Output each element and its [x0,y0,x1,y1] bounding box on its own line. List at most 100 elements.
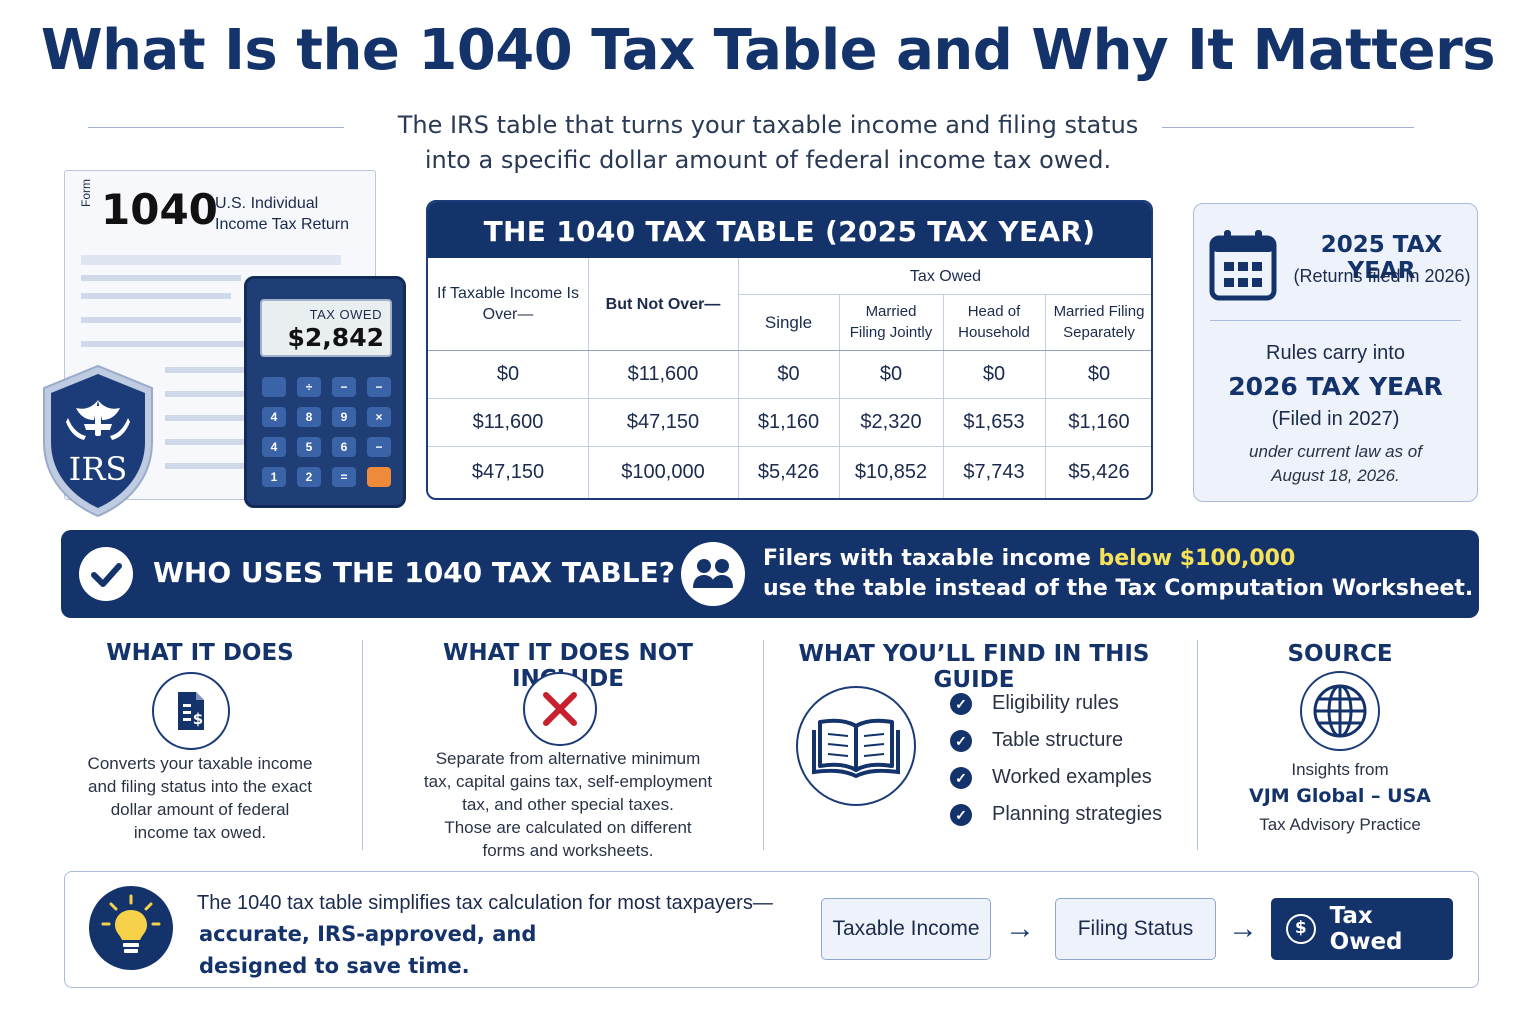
table-cell: $100,000 [621,460,705,483]
table-cell: $0 [496,362,520,385]
col-header-mfj: Married Filing Jointly [849,303,933,341]
form-line [81,293,231,299]
flow-step-filing-status: Filing Status [1055,898,1216,960]
irs-shield-icon: IRS [43,364,153,518]
calc-key: 2 [297,467,321,487]
svg-text:$: $ [193,710,203,728]
flow-step-label: Tax Owed [1329,903,1403,955]
form-line [165,391,245,397]
arrow-right-icon: → [1005,912,1035,945]
grid-line [943,294,944,498]
check-icon: ✓ [950,729,972,752]
table-cell: $0 [1087,362,1111,385]
col-header-single: Single [764,312,813,332]
table-cell: $2,320 [860,410,922,433]
calc-key: − [332,377,356,397]
summary-card: The 1040 tax table simplifies tax calcul… [64,871,1479,988]
table-cell: $10,852 [854,460,928,483]
calculator-value: $2,842 [287,323,384,352]
subtitle-line-1: The IRS table that turns your taxable in… [397,111,1139,139]
col-group-tax-owed: Tax Owed [909,267,982,285]
table-cell: $1,653 [963,410,1025,433]
subtitle-rule-right [1162,127,1414,128]
grid-line [839,294,840,498]
year-subtitle: (Returns filed in 2026) [1293,266,1471,286]
text-line: Converts your taxable income [87,754,313,773]
who-text-part: Filers with taxable income [763,546,1099,571]
globe-icon [1300,671,1380,751]
card-divider [1210,320,1461,321]
grid-line [1045,294,1046,498]
text-line: Separate from alternative minimum [435,749,701,768]
text-line: and filing status into the exact [88,777,312,796]
table-cell: $0 [777,362,800,385]
guide-item: ✓ Eligibility rules [950,692,1119,715]
check-icon: ✓ [950,692,972,715]
calc-key: 1 [262,467,286,487]
form-title: U.S. Individual Income Tax Return [215,193,349,235]
shield-text: IRS [69,450,128,488]
check-icon: ✓ [950,803,972,826]
calc-key: ÷ [297,377,321,397]
table-cell: $7,743 [963,460,1025,483]
guide-item-label: Planning strategies [992,803,1163,825]
tax-table: THE 1040 TAX TABLE (2025 TAX YEAR) If Ta… [426,200,1153,500]
guide-item-label: Table structure [992,729,1124,751]
calendar-icon [1209,230,1277,301]
tax-table-title: THE 1040 TAX TABLE (2025 TAX YEAR) [428,202,1151,258]
text-line: Those are calculated on different [444,818,692,837]
flow-step-tax-owed: $ Tax Owed [1271,898,1453,960]
who-text: Filers with taxable income below $100,00… [763,544,1473,604]
flow-step-taxable-income: Taxable Income [821,898,991,960]
dollar-circle-icon: $ [1286,914,1316,944]
calc-key-orange [367,467,391,487]
grid-line [428,350,1151,351]
column-divider [763,640,764,850]
form-line [165,439,245,445]
table-cell: $0 [879,362,903,385]
form-title-line-1: U.S. Individual [215,195,319,212]
who-heading: WHO USES THE 1040 TAX TABLE? [153,556,675,589]
form-number: 1040 [101,185,218,234]
text-line: dollar amount of federal [110,800,290,819]
what-it-does-text: Converts your taxable income and filing … [60,752,340,844]
law-note-line-1: under current law as of [1249,442,1422,461]
open-book-icon [796,686,916,806]
table-cell: $11,600 [627,362,699,385]
guide-item: ✓ Worked examples [950,766,1152,789]
table-cell: $5,426 [1068,460,1130,483]
column-divider [362,640,363,850]
table-cell: $47,150 [471,460,545,483]
not-include-text: Separate from alternative minimum tax, c… [384,747,752,862]
form-line [165,367,245,373]
form-line [81,341,246,347]
page-subtitle: The IRS table that turns your taxable in… [330,108,1206,178]
who-uses-banner: WHO USES THE 1040 TAX TABLE? Filers with… [61,530,1479,618]
check-icon: ✓ [950,766,972,789]
calculator-illustration: TAX OWED $2,842 ÷ − − 4 8 9 × 4 5 6 − 1 … [244,276,406,508]
grid-line [738,258,739,498]
guide-item-label: Eligibility rules [992,692,1119,714]
summary-line-3: designed to save time. [199,954,470,978]
summary-line-1: The 1040 tax table simplifies tax calcul… [197,892,773,914]
col-header-mfs: Married Filing Separately [1053,303,1145,341]
column-divider [1197,640,1198,850]
calc-key: − [367,437,391,457]
calculator-screen: TAX OWED $2,842 [260,299,392,357]
subtitle-rule-left [88,127,344,128]
who-text-line-2: use the table instead of the Tax Computa… [763,576,1474,601]
text-line: tax, capital gains tax, self-employment [423,772,713,791]
calc-key: = [332,467,356,487]
calc-key [262,377,286,397]
grid-line [738,294,1151,295]
what-it-does-title: WHAT IT DOES [106,640,294,666]
year-title: 2025 TAX YEAR [1320,232,1443,284]
calc-key: 4 [262,407,286,427]
text-line: income tax owed. [133,823,267,842]
source-line-1: Insights from [1291,760,1389,779]
calc-key: 6 [332,437,356,457]
calc-key: 9 [332,407,356,427]
col-header-not-over: But Not Over— [605,295,721,313]
form-title-line-2: Income Tax Return [215,216,349,233]
guide-item: ✓ Planning strategies [950,803,1162,826]
